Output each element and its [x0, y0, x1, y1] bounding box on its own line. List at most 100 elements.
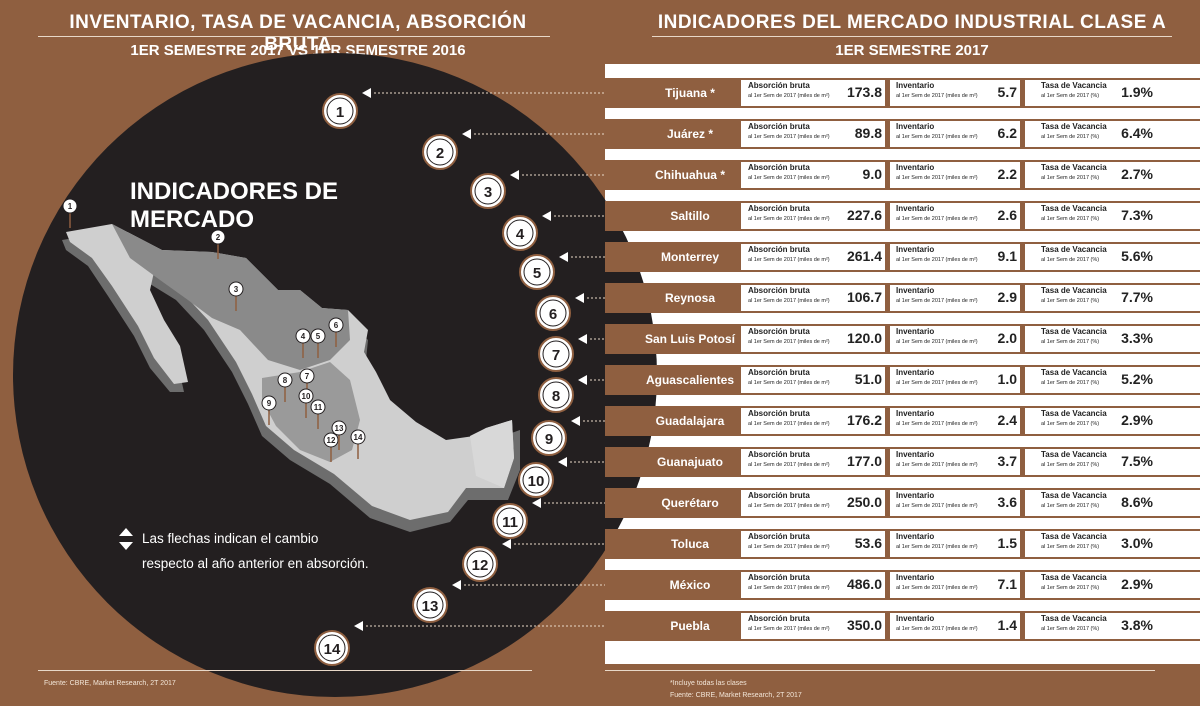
- vac-sublabel: al 1er Sem de 2017 (%): [1041, 175, 1100, 181]
- change-arrow-icon: [578, 375, 587, 385]
- inv-label: Inventario: [896, 286, 935, 295]
- vac-sublabel: al 1er Sem de 2017 (%): [1041, 134, 1100, 140]
- change-arrow-icon: [502, 539, 511, 549]
- number-badge: [538, 336, 574, 372]
- inv-sublabel: al 1er Sem de 2017 (miles de m²): [896, 544, 978, 550]
- number-badge-ring: [496, 507, 524, 535]
- inv-cell: [890, 531, 1020, 557]
- number-badge-label: 1: [336, 104, 344, 121]
- inv-value: 2.2: [997, 166, 1017, 182]
- city-name: Toluca: [671, 537, 709, 551]
- number-badge-ring: [542, 381, 570, 409]
- vac-cell: [1025, 80, 1200, 106]
- inv-label: Inventario: [896, 245, 935, 254]
- map-pin-icon: [277, 372, 293, 388]
- table-row: Chihuahua * Absorción bruta al 1er Sem de …: [605, 160, 1200, 190]
- abs-value: 173.8: [846, 84, 882, 100]
- table-row: Querétaro Absorción bruta al 1er Sem de 20…: [605, 488, 1200, 518]
- vac-cell: [1025, 285, 1200, 311]
- inv-value: 7.1: [997, 576, 1017, 592]
- abs-cell: [741, 121, 885, 147]
- map-pin-label: 10: [302, 392, 311, 401]
- vac-cell: [1025, 367, 1200, 393]
- inv-sublabel: al 1er Sem de 2017 (miles de m²): [896, 339, 978, 345]
- inv-value: 3.6: [997, 494, 1017, 510]
- inv-cell: [890, 572, 1020, 598]
- map-pin-label: 14: [354, 433, 363, 442]
- inv-cell: [890, 285, 1020, 311]
- number-badge-label: 11: [502, 514, 518, 531]
- abs-cell: [741, 203, 885, 229]
- left-footer-rule: [38, 670, 532, 671]
- vac-label: Tasa de Vacancia: [1041, 122, 1107, 131]
- inv-sublabel: al 1er Sem de 2017 (miles de m²): [896, 298, 978, 304]
- vac-value: 1.9%: [1121, 84, 1153, 100]
- vac-label: Tasa de Vacancia: [1041, 409, 1107, 418]
- change-arrow-icon: [362, 88, 371, 98]
- abs-cell: [741, 613, 885, 639]
- map-pin-icon: [328, 317, 344, 333]
- vac-cell: [1025, 162, 1200, 188]
- table-row: San Luis Potosí Absorción bruta al 1er Sem…: [605, 324, 1200, 354]
- vac-cell: [1025, 408, 1200, 434]
- vac-value: 7.7%: [1121, 289, 1153, 305]
- change-arrow-icon: [575, 293, 584, 303]
- abs-label: Absorción bruta: [748, 204, 810, 213]
- legend-line-2: respecto al año anterior en absorción.: [142, 556, 369, 571]
- abs-value: 261.4: [846, 248, 882, 264]
- vac-value: 7.5%: [1121, 453, 1153, 469]
- city-name: Guanajuato: [656, 455, 723, 469]
- table-row: México Absorción bruta al 1er Sem de 2017 …: [605, 570, 1200, 600]
- abs-sublabel: al 1er Sem de 2017 (miles de m²): [748, 544, 830, 550]
- inv-cell: [890, 203, 1020, 229]
- map-pin-icon: [310, 328, 326, 344]
- inv-sublabel: al 1er Sem de 2017 (miles de m²): [896, 216, 978, 222]
- map-pin-icon: [310, 399, 326, 415]
- inv-cell: [890, 613, 1020, 639]
- abs-cell: [741, 80, 885, 106]
- number-badge-ring: [318, 634, 346, 662]
- vac-value: 7.3%: [1121, 207, 1153, 223]
- inv-sublabel: al 1er Sem de 2017 (miles de m²): [896, 626, 978, 632]
- inv-value: 3.7: [997, 453, 1017, 469]
- vac-label: Tasa de Vacancia: [1041, 327, 1107, 336]
- vac-cell: [1025, 572, 1200, 598]
- city-name: Chihuahua *: [654, 168, 725, 182]
- vac-label: Tasa de Vacancia: [1041, 573, 1107, 582]
- map-pin-icon: [261, 395, 277, 411]
- table-row: Aguascalientes Absorción bruta al 1er Sem …: [605, 365, 1200, 395]
- inv-label: Inventario: [896, 204, 935, 213]
- number-badge-ring: [522, 466, 550, 494]
- change-arrow-icon: [558, 457, 567, 467]
- map-pin-label: 7: [305, 372, 310, 381]
- inv-value: 6.2: [997, 125, 1017, 141]
- inv-cell: [890, 326, 1020, 352]
- number-badge-ring: [426, 138, 454, 166]
- map-pin-label: 11: [314, 403, 323, 412]
- vac-sublabel: al 1er Sem de 2017 (%): [1041, 216, 1100, 222]
- vac-label: Tasa de Vacancia: [1041, 204, 1107, 213]
- vac-sublabel: al 1er Sem de 2017 (%): [1041, 298, 1100, 304]
- vac-sublabel: al 1er Sem de 2017 (%): [1041, 503, 1100, 509]
- abs-cell: [741, 531, 885, 557]
- city-name: Querétaro: [661, 496, 719, 510]
- abs-label: Absorción bruta: [748, 491, 810, 500]
- city-name: Aguascalientes: [645, 373, 735, 387]
- number-badge: [519, 254, 555, 290]
- number-badge-ring: [542, 340, 570, 368]
- abs-sublabel: al 1er Sem de 2017 (miles de m²): [748, 175, 830, 181]
- inv-sublabel: al 1er Sem de 2017 (miles de m²): [896, 380, 978, 386]
- inv-label: Inventario: [896, 81, 935, 90]
- map-land: [66, 224, 514, 520]
- map-pin-icon: [210, 229, 226, 245]
- inv-label: Inventario: [896, 573, 935, 582]
- footnote: *Incluye todas las clases: [670, 680, 747, 687]
- city-name: Monterrey: [660, 250, 719, 264]
- vac-value: 2.9%: [1121, 576, 1153, 592]
- vac-label: Tasa de Vacancia: [1041, 245, 1107, 254]
- vac-cell: [1025, 121, 1200, 147]
- number-badge: [314, 630, 350, 666]
- number-badge-ring: [506, 219, 534, 247]
